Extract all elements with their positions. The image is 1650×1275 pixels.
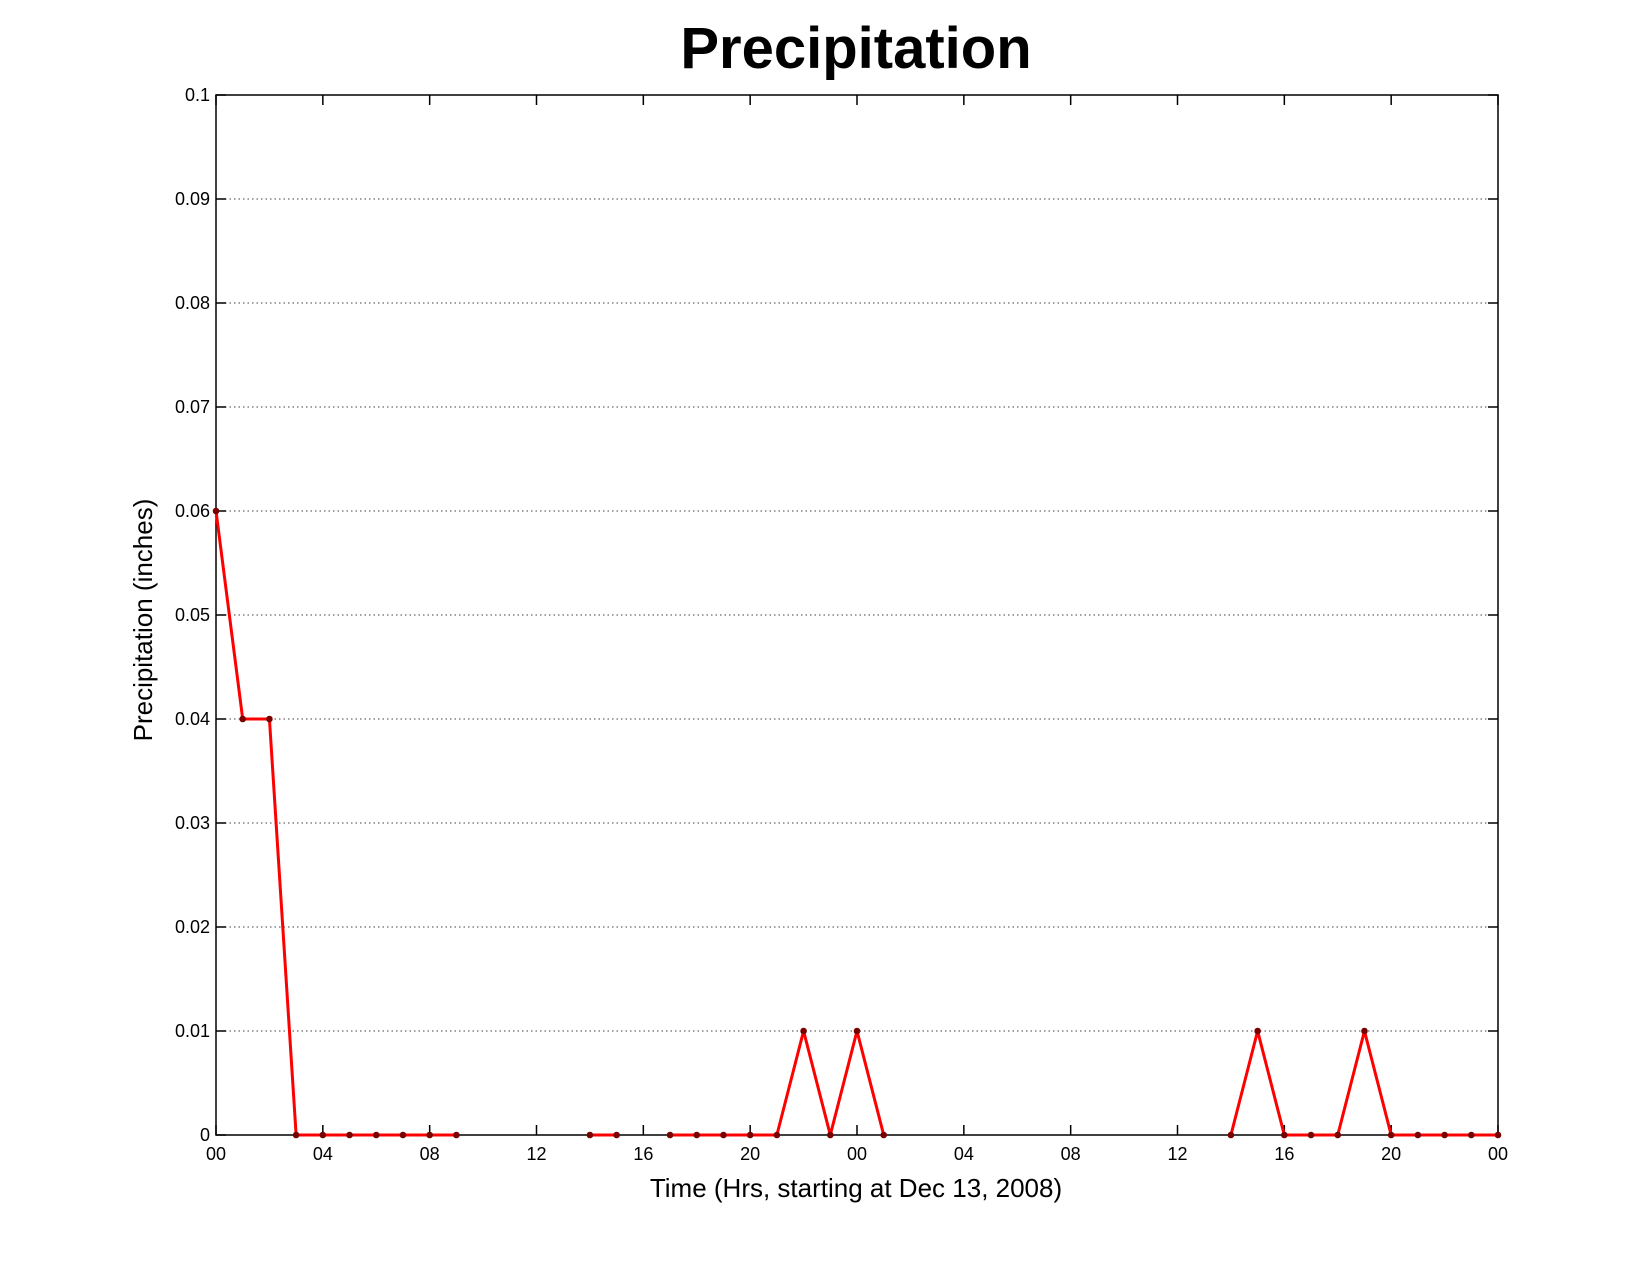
x-tick-label: 00: [1488, 1144, 1508, 1164]
x-tick-label: 20: [740, 1144, 760, 1164]
x-tick-label: 12: [1167, 1144, 1187, 1164]
data-point: [399, 1131, 407, 1139]
data-point: [1281, 1131, 1288, 1139]
y-tick-label: 0.06: [175, 501, 210, 521]
y-tick-label: 0.07: [175, 397, 210, 417]
data-point: [1387, 1131, 1395, 1139]
x-axis-tick-labels: 00 04 08 12 16 20 00 04 08 12 16 20 00: [206, 1144, 1508, 1164]
data-point: [266, 715, 273, 723]
chart-title: Precipitation: [680, 16, 1031, 81]
x-tick-label: 00: [847, 1144, 867, 1164]
data-point: [613, 1131, 620, 1139]
data-point: [1334, 1131, 1342, 1139]
data-point: [212, 507, 220, 515]
data-point: [292, 1131, 300, 1139]
series-line-segment: [214, 510, 457, 1137]
data-point: [880, 1131, 888, 1139]
data-point: [1254, 1027, 1261, 1035]
data-point: [1227, 1131, 1235, 1139]
x-tick-label: 08: [1061, 1144, 1081, 1164]
series-layer: [212, 507, 1502, 1139]
x-tick-label: 08: [420, 1144, 440, 1164]
axis-ticks: [215, 94, 1499, 1136]
data-point: [426, 1131, 433, 1139]
data-point: [1361, 1027, 1368, 1035]
y-tick-label: 0.09: [175, 189, 210, 209]
y-axis-tick-labels: 0 0.01 0.02 0.03 0.04 0.05 0.06 0.07 0.08 0.09 0.1: [175, 85, 210, 1145]
data-point: [746, 1131, 754, 1139]
data-point: [1467, 1131, 1475, 1139]
data-point: [372, 1131, 380, 1139]
data-point: [1441, 1131, 1448, 1139]
data-point: [773, 1131, 781, 1139]
data-point: [853, 1027, 861, 1035]
data-point: [720, 1131, 727, 1139]
x-axis-label: Time (Hrs, starting at Dec 13, 2008): [650, 1173, 1062, 1203]
data-point: [239, 715, 247, 723]
data-point: [800, 1027, 807, 1035]
y-tick-label: 0.01: [175, 1021, 210, 1041]
data-point: [586, 1131, 594, 1139]
data-point: [346, 1131, 353, 1139]
y-tick-label: 0: [200, 1125, 210, 1145]
y-tick-label: 0.03: [175, 813, 210, 833]
data-point: [1494, 1131, 1502, 1139]
data-point: [693, 1131, 701, 1139]
data-point: [319, 1131, 327, 1139]
x-tick-label: 12: [526, 1144, 546, 1164]
x-tick-label: 04: [313, 1144, 333, 1164]
y-tick-label: 0.05: [175, 605, 210, 625]
y-axis-label: Precipitation (inches): [128, 499, 158, 742]
y-tick-label: 0.1: [185, 85, 210, 105]
data-point: [1307, 1131, 1315, 1139]
x-tick-label: 16: [1274, 1144, 1294, 1164]
x-tick-label: 04: [954, 1144, 974, 1164]
data-point: [453, 1131, 460, 1139]
y-tick-label: 0.04: [175, 709, 210, 729]
x-tick-label: 16: [633, 1144, 653, 1164]
x-tick-label: 20: [1381, 1144, 1401, 1164]
y-tick-label: 0.02: [175, 917, 210, 937]
y-tick-label: 0.08: [175, 293, 210, 313]
data-point: [826, 1131, 834, 1139]
data-point: [666, 1131, 674, 1139]
x-tick-label: 00: [206, 1144, 226, 1164]
data-point: [1414, 1131, 1422, 1139]
